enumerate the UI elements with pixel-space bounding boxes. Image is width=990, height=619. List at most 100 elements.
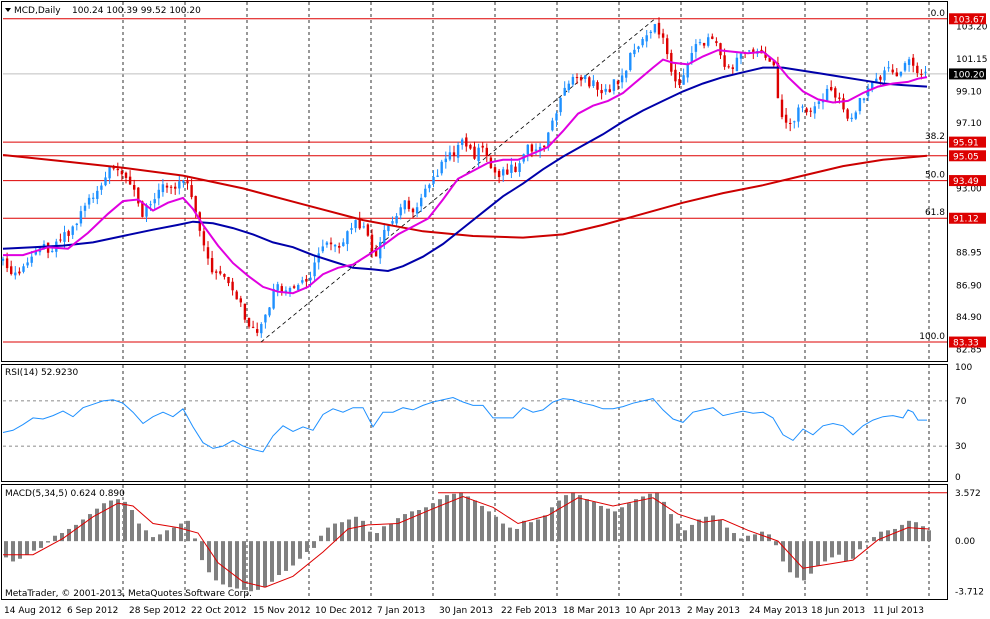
macd-histogram-bar [858,541,862,550]
bull-candle [748,50,751,52]
bear-candle [723,55,726,67]
bear-candle [768,57,771,62]
bull-candle [444,158,447,163]
bear-candle [912,57,915,66]
dropdown-triangle-icon[interactable] [5,8,11,12]
bull-candle [87,197,91,205]
rsi-panel[interactable] [1,364,948,482]
bear-candle [251,326,255,328]
bull-candle [30,256,33,263]
bull-candle [153,199,156,204]
macd-panel[interactable] [1,484,948,600]
macd-histogram-bar [4,541,8,558]
bear-candle [752,49,755,54]
macd-histogram-bar [690,524,694,542]
macd-histogram-bar [683,530,687,542]
bear-candle [231,281,234,291]
bear-candle [506,169,509,175]
macd-histogram-bar [543,515,547,542]
macd-histogram-bar [592,501,596,542]
bull-candle [797,107,800,122]
fibonacci-level-label: 38.2 [925,132,945,142]
macd-histogram-bar [662,501,666,542]
macd-histogram-bar [424,507,428,542]
bear-candle [358,217,361,229]
macd-histogram-bar [921,526,925,542]
price-label-box [949,13,986,25]
macd-histogram-bar [305,541,309,552]
x-axis-label: 18 Mar 2013 [563,606,620,616]
macd-histogram-bar [669,514,673,542]
macd-histogram-bar [333,523,337,542]
bear-candle [838,97,841,99]
bull-candle [448,152,452,160]
bull-candle [51,250,54,252]
macd-histogram-bar [438,499,442,542]
bear-candle [206,247,210,259]
macd-histogram-bar [116,499,120,542]
bull-candle [924,71,927,73]
fibonacci-level-label: 50.0 [925,171,945,181]
macd-histogram-bar [32,541,36,551]
bear-candle [210,258,214,273]
bear-candle [579,77,583,81]
bull-candle [157,189,160,199]
price-label-box [949,212,986,224]
bull-candle [420,197,423,207]
macd-histogram-bar [578,495,582,542]
current-price-box [949,68,986,80]
price-panel[interactable] [1,1,948,362]
macd-histogram-bar [249,541,253,592]
bull-candle [854,112,857,119]
macd-histogram-bar [88,514,92,542]
macd-histogram-bar [837,541,841,555]
bear-candle [789,122,792,124]
bear-candle [575,77,579,79]
moving-averages [2,49,928,295]
macd-histogram-bar [872,537,876,542]
macd-histogram-bar [284,541,288,571]
price-labels: 103.67 95.91 95.05 93.49 91.12 83.33 100.20 [949,13,986,349]
bull-candle [301,280,304,283]
bull-candle [145,204,148,217]
macd-histogram-bar [277,541,281,575]
macd-histogram-bar [431,503,435,542]
bull-candle [686,64,689,78]
macd-histogram-bar [508,527,512,542]
bull-candle [108,165,111,179]
macd-histogram-bar [39,541,43,548]
macd-histogram-bar [627,503,631,542]
macd-histogram-bar [914,522,918,542]
bull-candle [612,79,616,91]
bear-candle [657,22,661,35]
bull-candle [584,75,587,80]
bear-candle [891,69,894,73]
bull-candle [899,71,903,76]
bear-candle [715,41,718,44]
bull-candle [871,81,874,90]
bear-candle [124,172,128,178]
macd-histogram-bar [200,541,204,561]
fibonacci-level-label: 61.8 [925,208,945,218]
macd-histogram-bar [571,492,575,542]
macd-histogram-bar [711,515,715,542]
bear-candle [338,245,341,248]
macd-histogram-bar [613,511,617,542]
bull-candle [682,75,685,85]
macd-histogram-bar [893,528,897,542]
macd-histogram-bar [207,541,211,573]
bear-candle [588,77,591,87]
macd-histogram-bar [816,541,820,566]
bull-candle [288,288,292,292]
macd-histogram-bar [326,527,330,542]
bear-candle [916,65,919,73]
bull-candle [22,266,25,272]
macd-histogram-bar [746,535,750,542]
bull-candle [698,42,702,44]
bear-candle [407,200,411,209]
macd-histogram-bar [760,531,764,542]
bear-candle [879,76,882,80]
bear-candle [247,317,251,327]
bull-candle [161,184,165,193]
